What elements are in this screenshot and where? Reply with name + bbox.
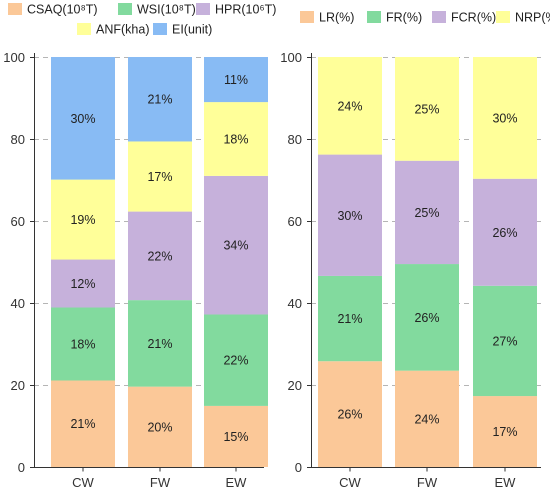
left-bar-data-label: 30% (70, 112, 95, 126)
right-legend-label: FCR(%) (451, 11, 496, 25)
right-bar-segment (395, 370, 459, 467)
right-bar-data-label: 24% (337, 99, 362, 113)
right-bar-data-label: 24% (414, 412, 439, 426)
right-bar-data-label: 27% (492, 334, 517, 348)
left-bar-segment (204, 57, 268, 103)
left-bar-segment (51, 259, 115, 308)
left-bar-data-label: 34% (223, 239, 248, 253)
left-legend-label: HPR(10⁶T) (215, 3, 276, 17)
right-legend-label: NRP(%) (515, 11, 550, 25)
left-stacked-bar-chart: 21% 18% 12% 19% 30% 20% 21% 22% 17% 21% 15% 22% 34% 1… (3, 3, 276, 488)
right-y-tick-label: 0 (295, 460, 302, 475)
right-bar-segment (395, 57, 459, 161)
left-bar-segment (128, 300, 192, 387)
right-bar-data-label: 30% (492, 111, 517, 125)
left-legend-label: CSAQ(10⁸T) (27, 3, 98, 17)
left-bar-segment (51, 57, 115, 180)
left-bar-segment (128, 57, 192, 142)
right-bar-segment (318, 57, 382, 155)
left-x-tick-label: FW (150, 475, 171, 488)
right-x-tick-label: FW (417, 475, 438, 488)
left-bar-segment (204, 314, 268, 406)
left-bar-data-label: 21% (147, 337, 172, 351)
right-legend-swatch (367, 11, 381, 23)
left-x-tick-label: CW (72, 475, 94, 488)
right-bar-data-label: 21% (337, 312, 362, 326)
right-bar-segment (473, 396, 537, 467)
left-bar-data-label: 15% (223, 430, 248, 444)
right-legend-swatch (496, 11, 510, 23)
left-legend-label: WSI(10⁸T) (137, 3, 196, 17)
left-y-tick-label: 40 (11, 296, 25, 311)
right-bar-segment (473, 285, 537, 397)
right-bar-segment (318, 275, 382, 362)
right-bar-segment (473, 57, 537, 179)
left-bar-data-label: 22% (147, 249, 172, 263)
right-y-tick-label: 100 (280, 50, 302, 65)
left-bar-data-label: 20% (147, 420, 172, 434)
left-bar-segment (128, 141, 192, 212)
left-bar-segment (204, 405, 268, 467)
left-bar-data-label: 22% (223, 354, 248, 368)
right-bar-data-label: 17% (492, 425, 517, 439)
right-y-tick-label: 60 (288, 214, 302, 229)
right-y-tick-label: 40 (288, 296, 302, 311)
left-bar-segment (51, 179, 115, 260)
right-bar-data-label: 26% (337, 408, 362, 422)
right-x-tick-label: CW (339, 475, 361, 488)
left-y-tick-label: 100 (3, 50, 25, 65)
right-bar-segment (395, 264, 459, 371)
left-legend-swatch (77, 23, 91, 35)
right-legend-swatch (432, 11, 446, 23)
left-bar-segment (204, 175, 268, 315)
right-legend-swatch (300, 11, 314, 23)
left-bar-segment (128, 386, 192, 467)
right-legend-label: FR(%) (386, 11, 422, 25)
left-bar-data-label: 18% (223, 133, 248, 147)
left-bar-data-label: 11% (224, 73, 248, 87)
left-bar-data-label: 21% (70, 417, 95, 431)
right-y-tick-label: 20 (288, 378, 302, 393)
left-legend-label: EI(unit) (172, 23, 212, 37)
right-bar-data-label: 25% (414, 206, 439, 220)
left-y-tick-label: 60 (11, 214, 25, 229)
right-legend-label: LR(%) (319, 11, 354, 25)
left-y-tick-label: 80 (11, 132, 25, 147)
left-legend-label: ANF(kha) (96, 23, 149, 37)
left-bar-data-label: 21% (147, 93, 172, 107)
right-bar-data-label: 25% (414, 102, 439, 116)
left-bar-data-label: 12% (70, 277, 95, 291)
left-bar-segment (128, 211, 192, 301)
left-bar-segment (51, 380, 115, 467)
right-stacked-bar-chart: 26% 21% 30% 24% 24% 26% 25% 25% 17% 27% 26% 30% 0 20 4… (280, 11, 550, 488)
left-legend-swatch (8, 3, 22, 15)
left-bar-segment (51, 307, 115, 381)
left-y-tick-label: 0 (18, 460, 25, 475)
right-bar-segment (318, 361, 382, 467)
left-legend-swatch (196, 3, 210, 15)
left-x-tick-label: EW (226, 475, 248, 488)
right-y-tick-label: 80 (288, 132, 302, 147)
right-bar-segment (473, 178, 537, 286)
left-bar-data-label: 17% (147, 170, 172, 184)
right-bar-segment (395, 160, 459, 265)
left-bar-segment (204, 102, 268, 176)
right-x-tick-label: EW (495, 475, 517, 488)
left-legend-swatch (153, 23, 167, 35)
right-bar-data-label: 26% (414, 311, 439, 325)
right-bar-data-label: 30% (337, 209, 362, 223)
right-bar-segment (318, 154, 382, 276)
left-bar-data-label: 18% (70, 338, 95, 352)
left-legend-swatch (118, 3, 132, 15)
left-bar-data-label: 19% (70, 213, 95, 227)
right-bar-data-label: 26% (492, 226, 517, 240)
left-y-tick-label: 20 (11, 378, 25, 393)
